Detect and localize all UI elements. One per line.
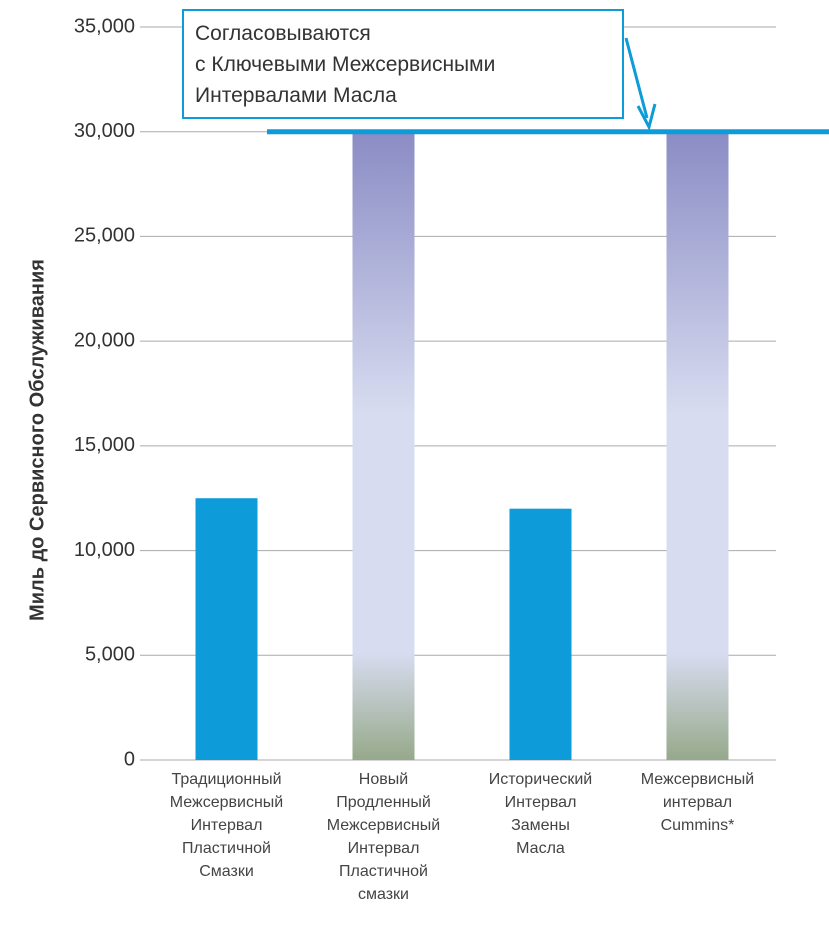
- annotation-arrowhead: [636, 103, 657, 132]
- annotation-text: Согласовываются: [195, 22, 371, 45]
- y-tick-label: 5,000: [85, 644, 135, 666]
- annotation-arrow: [624, 37, 649, 119]
- x-tick-label: Пластичной: [182, 840, 271, 857]
- annotation-text: с Ключевыми Межсервисными: [195, 53, 495, 76]
- x-tick-label: Масла: [516, 840, 565, 857]
- x-tick-label: Смазки: [199, 863, 254, 880]
- x-tick-label: Интервал: [191, 817, 263, 834]
- x-tick-label: Межсервисный: [327, 817, 440, 834]
- x-tick-label: Продленный: [336, 794, 431, 811]
- annotation-box: [182, 9, 624, 119]
- y-tick-label: 20,000: [74, 329, 135, 351]
- x-tick-label: Пластичной: [339, 863, 428, 880]
- x-tick-label: Исторический: [489, 771, 593, 788]
- annotation-text: Интервалами Масла: [195, 84, 397, 107]
- x-tick-label: Новый: [359, 771, 408, 788]
- x-tick-label: Cummins*: [661, 817, 735, 834]
- x-tick-label: Межсервисный: [170, 794, 283, 811]
- y-tick-label: 25,000: [74, 225, 135, 247]
- x-tick-label: смазки: [358, 886, 409, 903]
- x-tick-label: Межсервисный: [641, 771, 754, 788]
- x-tick-label: интервал: [663, 794, 732, 811]
- y-axis-label: Миль до Сервисного Обслуживания: [26, 259, 48, 621]
- y-tick-label: 35,000: [74, 15, 135, 37]
- x-tick-label: Интервал: [505, 794, 577, 811]
- bar: [195, 498, 258, 760]
- y-tick-label: 30,000: [74, 120, 135, 142]
- bar: [352, 131, 415, 760]
- x-tick-label: Традиционный: [171, 771, 281, 788]
- y-tick-label: 15,000: [74, 434, 135, 456]
- y-tick-label: 0: [124, 748, 135, 770]
- x-tick-label: Интервал: [348, 840, 420, 857]
- bar: [509, 508, 572, 760]
- bar: [666, 131, 729, 760]
- y-tick-label: 10,000: [74, 539, 135, 561]
- x-tick-label: Замены: [511, 817, 570, 834]
